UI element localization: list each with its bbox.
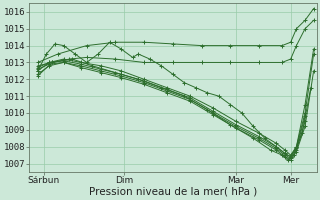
X-axis label: Pression niveau de la mer( hPa ): Pression niveau de la mer( hPa )	[89, 187, 257, 197]
